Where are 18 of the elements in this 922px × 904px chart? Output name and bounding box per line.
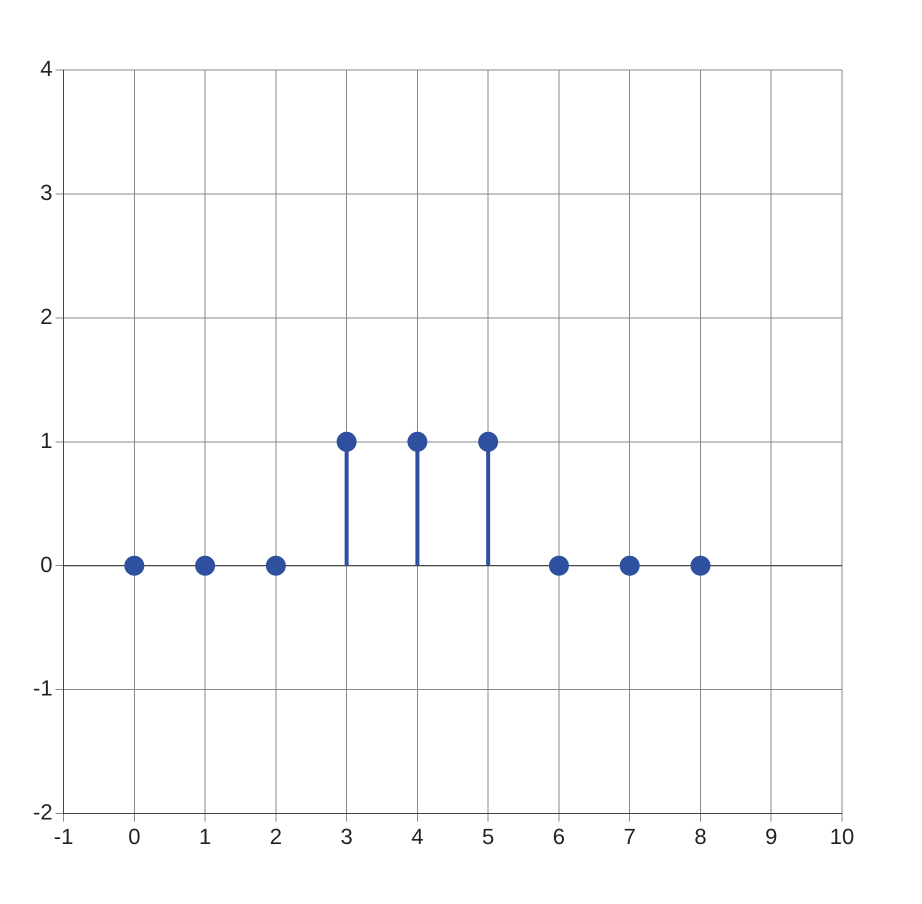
x-tick-label: 8 (694, 824, 707, 849)
y-tick-label: 2 (40, 304, 53, 329)
x-tick-label: 9 (765, 824, 778, 849)
y-tick-label: -1 (33, 676, 53, 701)
y-tick-label: 4 (40, 56, 53, 82)
y-tick-label: 1 (40, 428, 53, 453)
x-tick-label: 0 (128, 824, 140, 849)
x-tick-label: 6 (552, 824, 566, 849)
x-tick-label: 7 (624, 824, 636, 849)
y-tick-label: 0 (40, 552, 53, 577)
x-tick-label: 3 (340, 824, 353, 849)
x-tick-label: 4 (411, 824, 424, 849)
x-tick-label: 2 (270, 824, 282, 849)
x-tick-label: 1 (198, 824, 212, 849)
x-tick-label: 10 (830, 824, 854, 849)
y-tick-label: 3 (40, 180, 53, 205)
x-tick-label: 5 (482, 824, 494, 849)
y-tick-label: -2 (33, 800, 53, 825)
